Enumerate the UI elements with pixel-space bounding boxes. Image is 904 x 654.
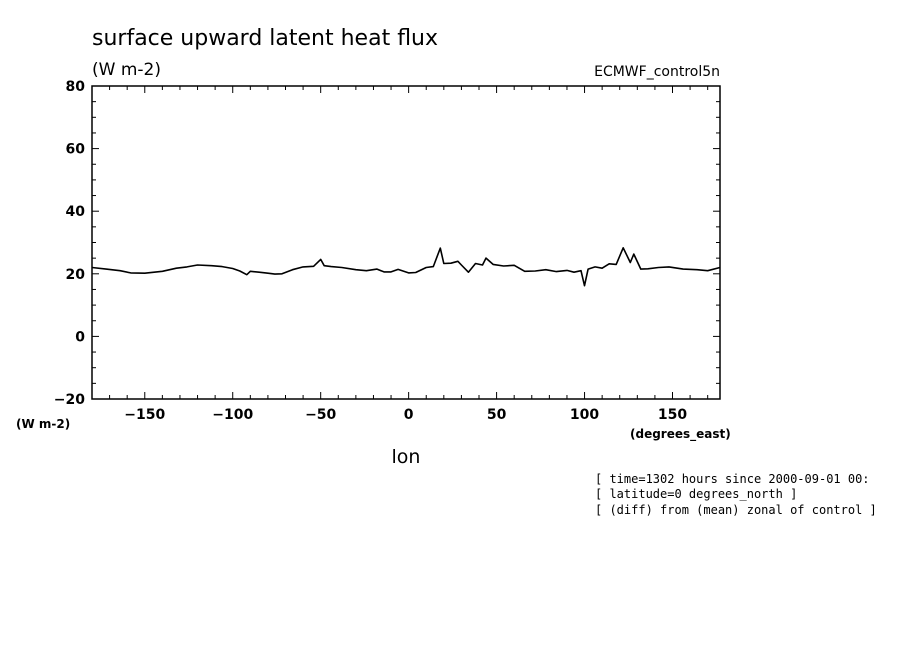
y-tick-labels: −20 0 20 40 60 80 [54,79,85,408]
x-tick-label: −100 [212,407,253,423]
x-axis-label: lon [392,446,421,468]
x-tick-label: 50 [487,407,507,423]
y-tick-label: 60 [66,142,86,158]
y-tick-label: −20 [54,392,85,408]
x-tick-label: 100 [570,407,599,423]
plot-frame [91,85,721,400]
note-diff: [ (diff) from (mean) zonal of control ] [595,503,877,517]
x-tick-label: −150 [124,407,165,423]
axis-ticks [91,85,720,400]
x-tick-labels: −150 −100 −50 0 50 100 150 [124,407,687,423]
y-tick-label: 0 [75,329,85,345]
note-latitude: [ latitude=0 degrees_north ] [595,487,797,501]
x-tick-label: 150 [658,407,687,423]
y-tick-label: 40 [66,204,86,220]
x-tick-label: −50 [305,407,336,423]
y-axis-units: (W m-2) [16,417,70,431]
y-tick-label: 80 [66,79,86,95]
note-time: [ time=1302 hours since 2000-09-01 00: [595,472,870,486]
x-tick-label: 0 [404,407,414,423]
chart-title: surface upward latent heat flux [92,26,438,51]
chart-units: (W m-2) [92,60,161,80]
dataset-label: ECMWF_control5n [594,64,720,80]
series-line [91,247,721,287]
y-tick-label: 20 [66,267,86,283]
x-axis-units: (degrees_east) [630,427,731,442]
